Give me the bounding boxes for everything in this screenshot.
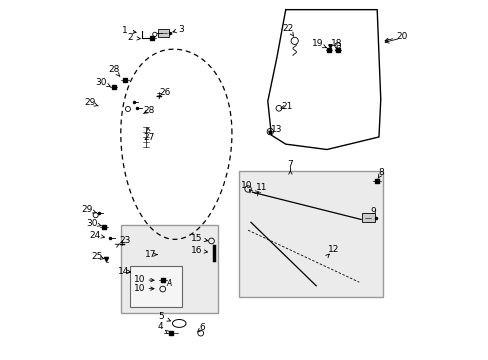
Text: 11: 11 [255,183,267,192]
Text: 10: 10 [134,275,145,284]
Text: 25: 25 [91,252,102,261]
Text: 5: 5 [158,312,164,321]
Text: A: A [166,279,171,288]
Text: 7: 7 [287,161,293,170]
Text: 9: 9 [369,207,375,216]
Text: 4: 4 [157,322,163,331]
Text: 28: 28 [143,105,155,114]
Text: 29: 29 [84,98,95,107]
Text: 18: 18 [330,39,342,48]
Text: 16: 16 [191,246,203,255]
Ellipse shape [172,319,185,327]
Text: 2: 2 [127,33,133,42]
Text: 24: 24 [89,231,100,240]
Text: 30: 30 [86,219,98,228]
Text: 1: 1 [121,26,127,35]
Text: 10: 10 [240,181,251,190]
Text: 29: 29 [81,205,93,214]
Text: 23: 23 [120,237,131,246]
Text: 17: 17 [144,250,156,259]
Text: 30: 30 [95,78,106,87]
Text: 15: 15 [191,234,203,243]
Bar [239,171,382,297]
Text: 14: 14 [117,267,129,276]
Text: 26: 26 [159,87,170,96]
Text: 20: 20 [395,32,407,41]
Text: 6: 6 [199,323,204,332]
Bar [121,225,217,313]
Text: 12: 12 [327,246,339,255]
Text: 19: 19 [312,39,323,48]
Text: 22: 22 [282,24,293,33]
Bar [158,30,169,37]
Text: 8: 8 [378,168,384,177]
Text: 13: 13 [270,125,282,134]
Text: 27: 27 [143,133,155,142]
Text: 10: 10 [134,284,145,293]
Bar [130,266,182,307]
Text: 21: 21 [281,102,292,111]
Bar [361,213,374,222]
Text: 3: 3 [178,25,183,34]
Text: 28: 28 [108,65,120,74]
